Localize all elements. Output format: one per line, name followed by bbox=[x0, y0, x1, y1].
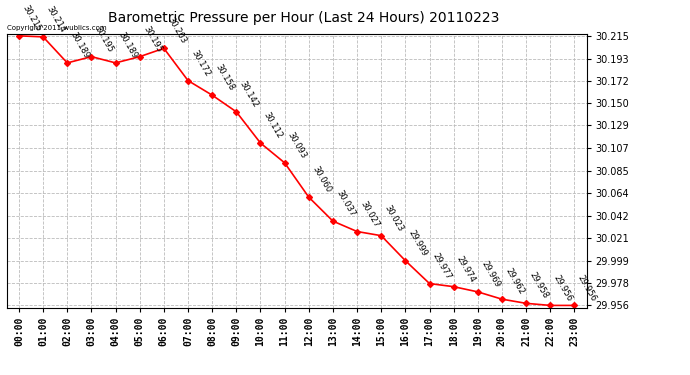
Text: 30.027: 30.027 bbox=[359, 199, 381, 229]
Text: 30.158: 30.158 bbox=[214, 63, 236, 92]
Text: Barometric Pressure per Hour (Last 24 Hours) 20110223: Barometric Pressure per Hour (Last 24 Ho… bbox=[108, 11, 500, 25]
Text: 30.195: 30.195 bbox=[141, 24, 164, 54]
Text: 29.958: 29.958 bbox=[528, 271, 550, 300]
Text: 30.037: 30.037 bbox=[335, 189, 357, 218]
Text: 29.977: 29.977 bbox=[431, 251, 453, 281]
Text: 30.093: 30.093 bbox=[286, 130, 308, 160]
Text: 30.215: 30.215 bbox=[21, 3, 43, 33]
Text: Copyright 2011 wublics.com: Copyright 2011 wublics.com bbox=[7, 25, 106, 31]
Text: 30.189: 30.189 bbox=[117, 30, 139, 60]
Text: 30.195: 30.195 bbox=[93, 24, 115, 54]
Text: 30.172: 30.172 bbox=[190, 48, 212, 78]
Text: 29.999: 29.999 bbox=[407, 228, 429, 258]
Text: 30.189: 30.189 bbox=[69, 30, 91, 60]
Text: 29.974: 29.974 bbox=[455, 254, 477, 284]
Text: 30.203: 30.203 bbox=[166, 16, 188, 45]
Text: 30.214: 30.214 bbox=[45, 4, 67, 34]
Text: 30.023: 30.023 bbox=[383, 203, 405, 233]
Text: 29.962: 29.962 bbox=[504, 267, 526, 296]
Text: 29.956: 29.956 bbox=[576, 273, 598, 303]
Text: 30.112: 30.112 bbox=[262, 111, 284, 140]
Text: 30.060: 30.060 bbox=[310, 165, 333, 194]
Text: 29.969: 29.969 bbox=[480, 260, 502, 289]
Text: 30.142: 30.142 bbox=[238, 80, 260, 109]
Text: 29.956: 29.956 bbox=[552, 273, 574, 303]
